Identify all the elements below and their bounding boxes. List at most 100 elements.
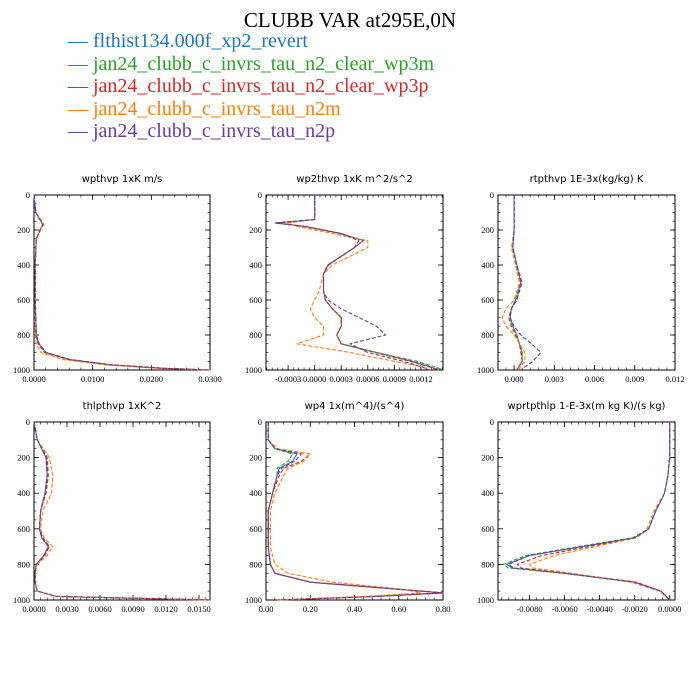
panel-title: thlpthvp 1xK^2 (83, 401, 162, 412)
plot-frame (33, 194, 211, 371)
legend-item: — flthist134.000f_xp2_revert (68, 30, 434, 53)
legend-marker: — (68, 52, 93, 75)
y-tick-label: 600 (249, 295, 262, 305)
y-tick-label: 200 (17, 225, 30, 235)
series-line (267, 422, 422, 601)
panel-title: wp4 1x(m^4)/(s^4) (305, 401, 405, 412)
y-tick-label: 800 (481, 559, 494, 569)
y-tick-label: 0 (26, 417, 30, 427)
y-tick-label: 200 (249, 453, 262, 463)
x-tick-label: 0.0030 (55, 604, 78, 614)
y-tick-label: 800 (249, 559, 262, 569)
x-tick-label: 0.0100 (81, 374, 104, 384)
legend: — flthist134.000f_xp2_revert — jan24_clu… (68, 30, 434, 143)
y-tick-label: 0 (26, 190, 30, 200)
y-tick-label: 0 (258, 190, 262, 200)
y-tick-label: 400 (17, 488, 30, 498)
series-line (33, 421, 211, 601)
series-line (287, 195, 430, 371)
y-tick-label: 1000 (245, 595, 262, 605)
y-tick-label: 600 (481, 295, 494, 305)
y-tick-label: 200 (481, 225, 494, 235)
y-tick-label: 800 (17, 330, 30, 340)
x-tick-label: 0.0000 (22, 604, 45, 614)
series-line (509, 195, 523, 371)
plot-frame (497, 421, 676, 601)
legend-item: — jan24_clubb_c_invrs_tau_n2_clear_wp3m (68, 53, 434, 76)
plot-frame (265, 421, 444, 601)
y-tick-label: 600 (17, 295, 30, 305)
x-tick-label: 0.0090 (121, 604, 144, 614)
series-line (501, 195, 526, 371)
x-tick-label: 0.40 (347, 604, 362, 614)
y-tick-label: 800 (17, 559, 30, 569)
y-tick-label: 800 (249, 330, 262, 340)
series-line (506, 422, 671, 601)
x-tick-label: -0.0020 (622, 604, 648, 614)
panel-title: rtpthvp 1E-3x(kg/kg) K (530, 174, 644, 185)
x-tick-label: 0.0200 (140, 374, 163, 384)
legend-label: jan24_clubb_c_invrs_tau_n2_clear_wp3m (93, 52, 435, 75)
series-line (33, 194, 211, 371)
x-tick-label: 0.20 (303, 604, 318, 614)
legend-marker: — (68, 120, 93, 142)
y-tick-label: 600 (17, 524, 30, 534)
x-tick-label: 0.0000 (658, 604, 681, 614)
x-tick-label: -0.0080 (516, 604, 542, 614)
y-tick-label: 1000 (245, 365, 262, 375)
series-line (33, 194, 211, 371)
legend-label: jan24_clubb_c_invrs_tau_n2m (93, 97, 341, 120)
x-tick-label: 0.0300 (198, 374, 221, 384)
x-tick-label: 0.0120 (154, 604, 177, 614)
y-tick-label: 800 (481, 330, 494, 340)
x-tick-label: 0.009 (625, 374, 644, 384)
legend-label: flthist134.000f_xp2_revert (93, 30, 308, 52)
series-line (33, 421, 211, 601)
series-line (516, 422, 671, 601)
y-tick-label: 1000 (477, 365, 494, 375)
x-tick-label: 0.60 (391, 604, 406, 614)
y-tick-label: 0 (258, 417, 262, 427)
x-tick-label: 0.012 (665, 374, 684, 384)
panel-3: rtpthvp 1E-3x(kg/kg) K 0 200 400 600 800 1000 0… (477, 174, 685, 384)
x-tick-label: 0.0003 (330, 374, 353, 384)
legend-marker: — (68, 75, 93, 97)
series-line (267, 422, 444, 601)
series-line (33, 421, 211, 601)
y-tick-label: 0 (490, 190, 494, 200)
series-line (33, 194, 211, 371)
x-tick-label: 0.000 (505, 374, 524, 384)
x-tick-label: 0.0000 (22, 374, 45, 384)
y-tick-label: 600 (481, 524, 494, 534)
series-line (33, 194, 211, 371)
series-line (507, 422, 671, 601)
x-tick-label: -0.0060 (551, 604, 577, 614)
x-tick-label: 0.0000 (303, 374, 326, 384)
y-tick-label: 200 (481, 453, 494, 463)
x-tick-label: 0.0009 (383, 374, 406, 384)
x-tick-label: 0.80 (436, 604, 451, 614)
series-line (528, 422, 671, 601)
series-line (508, 195, 523, 371)
series-line (274, 195, 430, 371)
panel-6: wprtpthlp 1-E-3x(m kg K)/(s kg) 0 200 400 60… (477, 401, 681, 614)
x-tick-label: 0.0012 (409, 374, 432, 384)
x-tick-label: 0.00 (259, 604, 274, 614)
y-tick-label: 400 (249, 488, 262, 498)
x-tick-label: 0.0060 (88, 604, 111, 614)
plot-frame (33, 421, 211, 601)
y-tick-label: 1000 (477, 595, 494, 605)
panel-title: wprtpthlp 1-E-3x(m kg K)/(s kg) (508, 401, 666, 412)
series-line (267, 422, 444, 601)
series-line (33, 421, 211, 601)
x-tick-label: 0.003 (545, 374, 564, 384)
y-tick-label: 200 (17, 453, 30, 463)
x-tick-label: -0.0040 (587, 604, 613, 614)
y-tick-label: 1000 (13, 595, 30, 605)
x-tick-label: 0.0150 (187, 604, 210, 614)
x-tick-label: -0.0003 (275, 374, 301, 384)
x-tick-label: 0.006 (585, 374, 604, 384)
